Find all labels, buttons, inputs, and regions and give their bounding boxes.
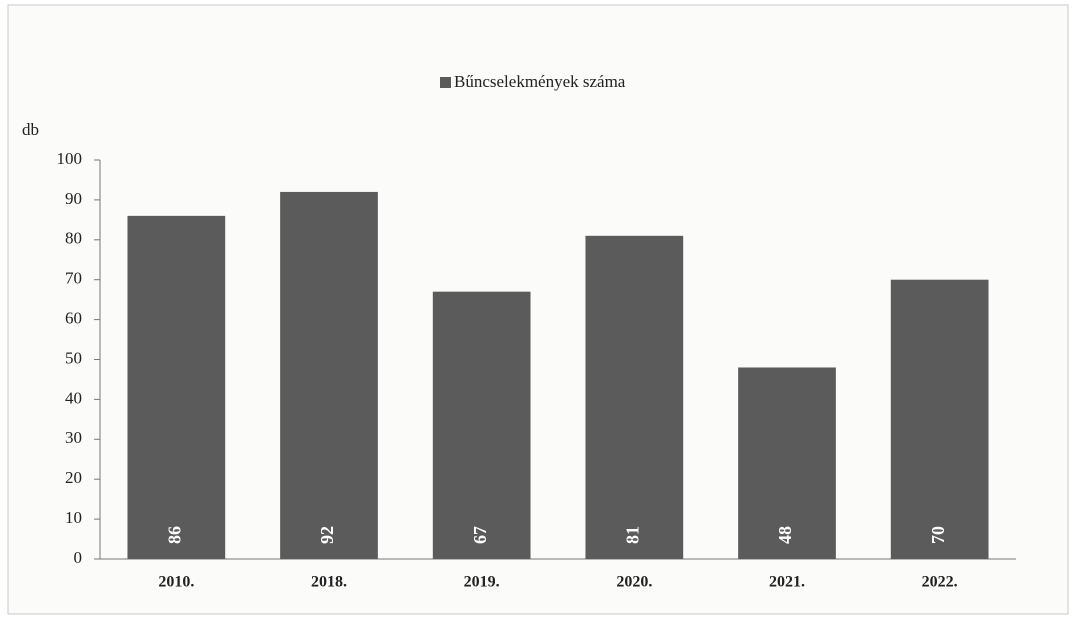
- bar: [432, 291, 531, 559]
- bar: [585, 235, 684, 559]
- value-label: 67: [470, 526, 490, 544]
- bar: [890, 279, 989, 559]
- legend-swatch: [440, 77, 451, 88]
- y-tick-label: 100: [57, 149, 83, 168]
- y-tick-label: 70: [65, 269, 82, 288]
- x-tick-label: 2021.: [769, 574, 805, 591]
- x-tick-label: 2019.: [464, 574, 500, 591]
- bar: [280, 191, 378, 560]
- x-tick-label: 2018.: [311, 574, 347, 591]
- x-tick-label: 2010.: [158, 574, 194, 591]
- y-tick-label: 0: [74, 548, 83, 567]
- value-label: 48: [775, 526, 795, 544]
- bar: [738, 367, 836, 559]
- y-tick-label: 80: [65, 229, 82, 248]
- y-tick-label: 60: [65, 309, 82, 328]
- y-tick-label: 30: [65, 428, 82, 447]
- y-tick-label: 90: [65, 189, 82, 208]
- x-tick-label: 2020.: [616, 574, 652, 591]
- value-label: 70: [928, 526, 948, 544]
- y-tick-label: 40: [65, 388, 82, 407]
- value-label: 81: [622, 526, 642, 544]
- bar: [127, 215, 226, 560]
- value-label: 92: [317, 526, 337, 544]
- y-tick-label: 10: [65, 508, 82, 527]
- y-axis-label: db: [22, 120, 39, 139]
- legend-label: Bűncselekmények száma: [454, 72, 626, 91]
- y-tick-label: 20: [65, 468, 82, 487]
- y-tick-label: 50: [65, 348, 82, 367]
- x-tick-label: 2022.: [922, 574, 958, 591]
- value-label: 86: [164, 526, 184, 544]
